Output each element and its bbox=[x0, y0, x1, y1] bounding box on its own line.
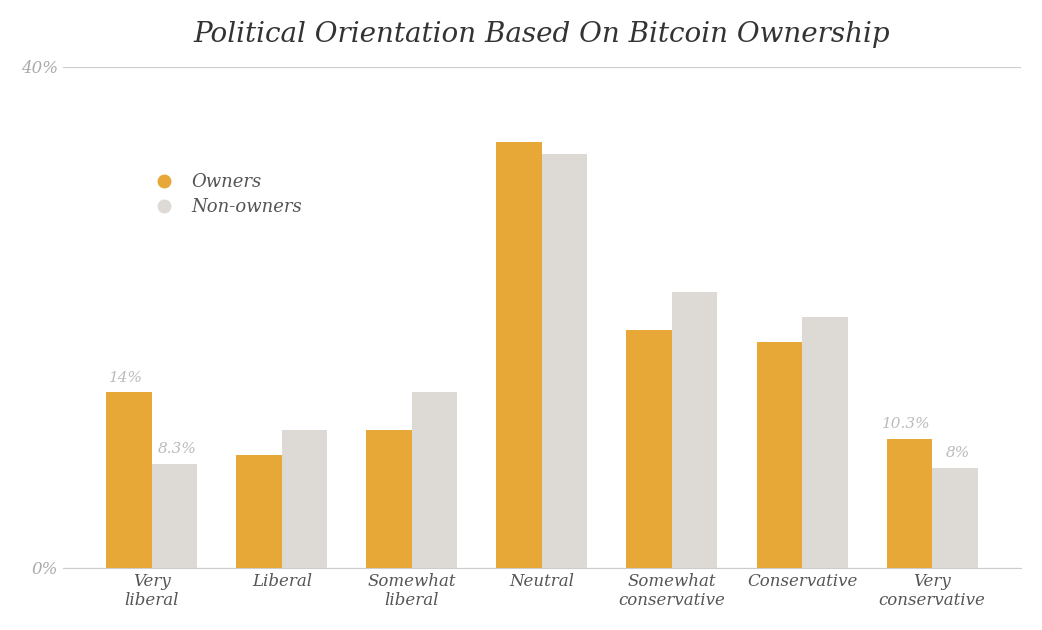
Bar bbox=[542, 154, 588, 568]
Text: 10.3%: 10.3% bbox=[883, 417, 932, 431]
Bar bbox=[496, 142, 542, 568]
Bar bbox=[626, 329, 672, 568]
Bar bbox=[237, 455, 281, 568]
Bar bbox=[106, 392, 152, 568]
Bar bbox=[367, 430, 412, 568]
Bar bbox=[802, 318, 847, 568]
Bar bbox=[412, 392, 457, 568]
Title: Political Orientation Based On Bitcoin Ownership: Political Orientation Based On Bitcoin O… bbox=[194, 21, 890, 48]
Text: 8.3%: 8.3% bbox=[157, 442, 197, 456]
Bar bbox=[672, 292, 718, 568]
Bar bbox=[152, 464, 197, 568]
Bar bbox=[756, 342, 802, 568]
Bar bbox=[281, 430, 327, 568]
Text: 14%: 14% bbox=[109, 371, 144, 385]
Bar bbox=[887, 438, 933, 568]
Legend: Owners, Non-owners: Owners, Non-owners bbox=[139, 166, 309, 224]
Bar bbox=[933, 467, 977, 568]
Text: 8%: 8% bbox=[945, 446, 969, 460]
